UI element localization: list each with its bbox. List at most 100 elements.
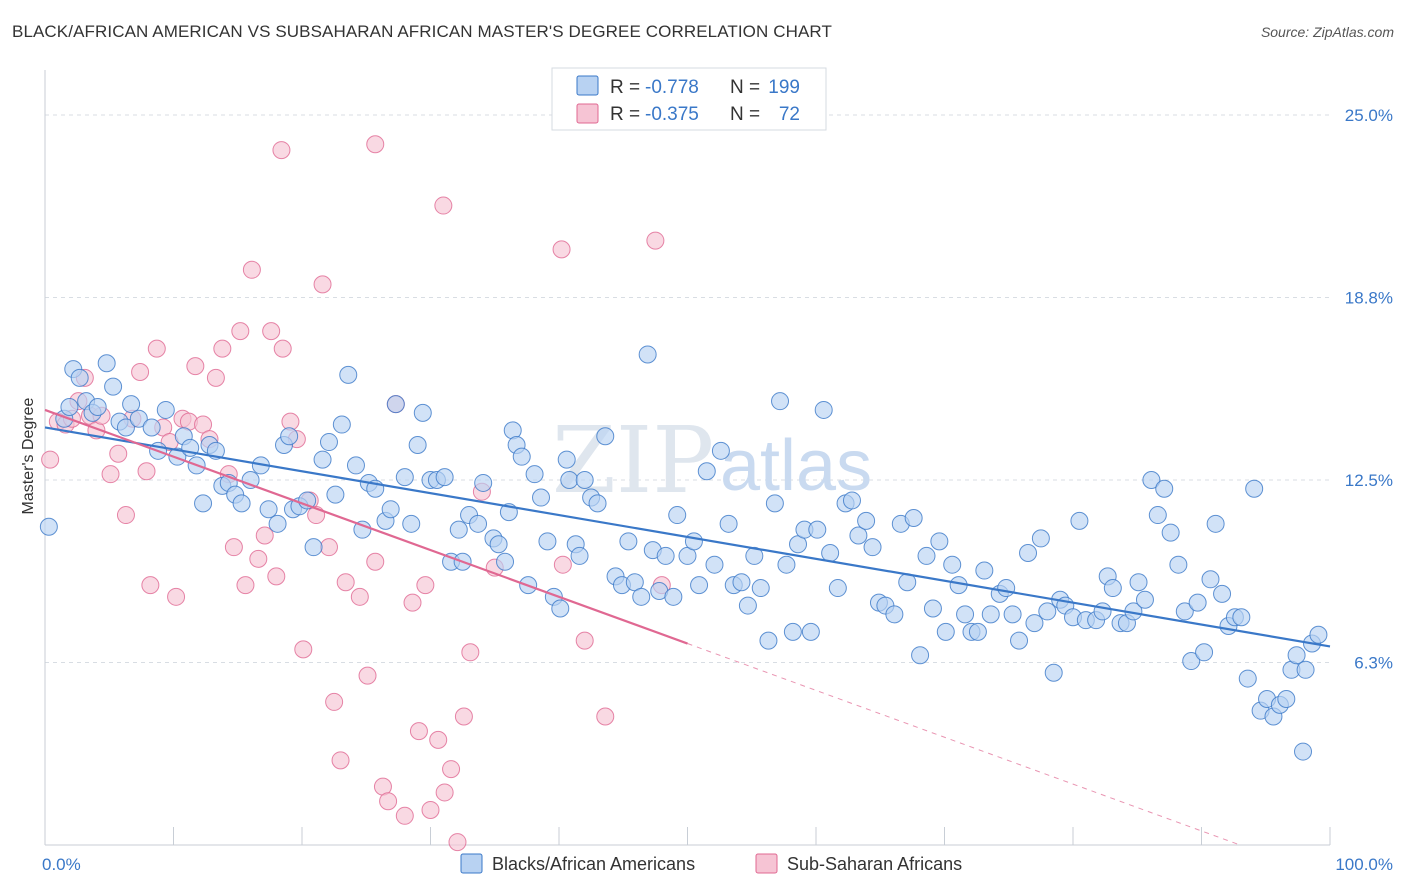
point-blacks: [1213, 584, 1232, 603]
point-sub-saharan: [236, 576, 255, 595]
point-blacks: [765, 494, 784, 513]
point-blacks: [668, 506, 687, 525]
point-blacks: [1309, 625, 1328, 644]
point-blacks: [751, 579, 770, 598]
point-blacks: [525, 465, 544, 484]
point-sub-saharan: [350, 587, 369, 606]
point-blacks: [381, 500, 400, 519]
y-tick-label: 6.3%: [1354, 654, 1393, 673]
point-blacks: [88, 398, 107, 417]
point-sub-saharan: [294, 640, 313, 659]
point-blacks: [353, 520, 372, 539]
point-blacks: [122, 395, 141, 414]
point-blacks: [697, 462, 716, 481]
point-blacks: [326, 485, 345, 504]
point-blacks: [532, 488, 551, 507]
point-blacks: [656, 546, 675, 565]
point-blacks: [1129, 573, 1148, 592]
point-sub-saharan: [366, 135, 385, 154]
point-blacks: [39, 517, 58, 536]
point-sub-saharan: [421, 800, 440, 819]
point-blacks: [104, 377, 123, 396]
point-blacks: [917, 546, 936, 565]
point-sub-saharan: [366, 552, 385, 571]
point-sub-saharan: [141, 576, 160, 595]
point-blacks: [981, 605, 1000, 624]
point-blacks: [930, 532, 949, 551]
point-blacks: [142, 418, 161, 437]
x-tick-labels: 0.0% 100.0%: [42, 855, 1393, 874]
legend-n-value: 199: [768, 77, 800, 98]
point-sub-saharan: [553, 555, 572, 574]
point-blacks: [1245, 479, 1264, 498]
point-sub-saharan: [224, 538, 243, 557]
point-blacks: [1188, 593, 1207, 612]
bottom-legend-pink-label: Sub-Saharan Africans: [787, 854, 962, 874]
point-blacks: [911, 646, 930, 665]
point-blacks: [1031, 529, 1050, 548]
point-sub-saharan: [575, 631, 594, 650]
point-sub-saharan: [319, 538, 338, 557]
point-blacks: [97, 354, 116, 373]
legend-r-value: -0.375: [645, 104, 699, 125]
bottom-legend-swatch-pink: [755, 853, 778, 874]
source-label: Source: ZipAtlas.com: [1260, 24, 1394, 40]
point-blacks: [1182, 652, 1201, 671]
point-sub-saharan: [206, 368, 225, 387]
point-blacks: [1103, 579, 1122, 598]
point-sub-saharan: [379, 792, 398, 811]
legend-swatch-blue: [576, 75, 599, 96]
point-sub-saharan: [242, 260, 261, 279]
point-blacks: [408, 435, 427, 454]
point-blacks: [332, 415, 351, 434]
point-sub-saharan: [395, 806, 414, 825]
point-blacks: [759, 631, 778, 650]
point-sub-saharan: [101, 465, 120, 484]
point-blacks: [1155, 479, 1174, 498]
point-sub-saharan: [435, 783, 454, 802]
point-sub-saharan: [596, 707, 615, 726]
point-blacks: [1294, 742, 1313, 761]
watermark-zip: ZIP: [552, 407, 714, 514]
point-blacks: [1010, 631, 1029, 650]
point-sub-saharan: [442, 760, 461, 779]
point-blacks: [1238, 669, 1257, 688]
point-blacks: [551, 599, 570, 618]
point-blacks: [156, 400, 175, 419]
point-blacks: [705, 555, 724, 574]
y-axis-label: Master's Degree: [20, 397, 37, 514]
legend-n-label: N =: [730, 104, 760, 125]
point-sub-saharan: [213, 339, 232, 358]
point-blacks: [828, 579, 847, 598]
point-sub-saharan: [267, 567, 286, 586]
point-sub-saharan: [552, 240, 571, 259]
chart-title: BLACK/AFRICAN AMERICAN VS SUBSAHARAN AFR…: [12, 22, 832, 41]
point-blacks: [1201, 570, 1220, 589]
point-blacks: [857, 511, 876, 530]
point-sub-saharan: [416, 576, 435, 595]
point-sub-saharan: [131, 362, 150, 381]
point-blacks: [386, 395, 405, 414]
point-sub-saharan: [325, 692, 344, 711]
point-sub-saharan: [273, 339, 292, 358]
point-blacks: [956, 605, 975, 624]
point-sub-saharan: [249, 549, 268, 568]
legend-n-value: 72: [779, 104, 800, 125]
point-blacks: [801, 622, 820, 641]
x-tick-label: 100.0%: [1335, 855, 1393, 874]
point-blacks: [690, 576, 709, 595]
y-tick-labels: 6.3% 12.5% 18.8% 25.0%: [1345, 106, 1393, 672]
point-blacks: [771, 392, 790, 411]
point-blacks: [1148, 506, 1167, 525]
y-tick-label: 25.0%: [1345, 106, 1393, 125]
point-sub-saharan: [331, 751, 350, 770]
point-blacks: [619, 532, 638, 551]
point-blacks: [413, 403, 432, 422]
bottom-legend-blue-label: Blacks/African Americans: [492, 854, 695, 874]
point-blacks: [1169, 555, 1188, 574]
point-blacks: [968, 622, 987, 641]
point-sub-saharan: [272, 141, 291, 160]
point-blacks: [904, 508, 923, 527]
y-tick-label: 12.5%: [1345, 471, 1393, 490]
legend-r-value: -0.778: [645, 77, 699, 98]
